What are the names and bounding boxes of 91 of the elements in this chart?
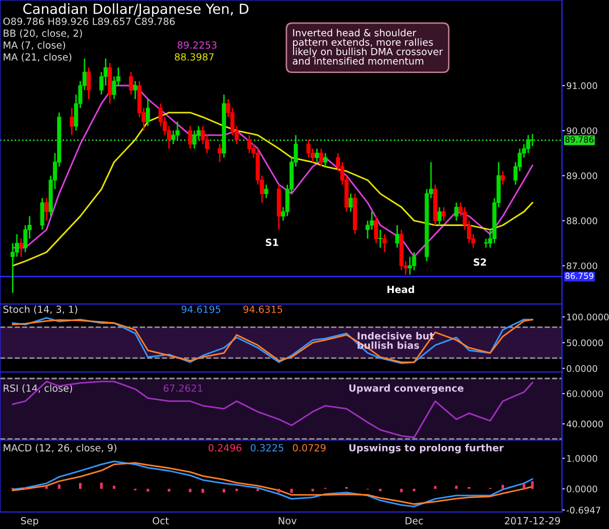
candlestick — [264, 184, 268, 199]
annotation: S1 — [266, 238, 278, 246]
candlestick — [133, 80, 138, 100]
candlestick — [314, 148, 319, 163]
annotation: MACD (12, 26, close, 9) — [4, 444, 116, 453]
candlestick — [437, 206, 442, 226]
candlestick — [408, 256, 412, 276]
candlestick — [19, 238, 24, 258]
bar — [531, 481, 534, 489]
bar — [58, 484, 60, 489]
annotation: Inverted head & shoulder pattern extends, more rallies likely on bullish DMA crossover and intensified momentum — [292, 28, 443, 65]
annotation: 0.3225 — [250, 444, 284, 452]
annotation: 94.6195 — [182, 306, 220, 313]
bar — [379, 488, 382, 492]
y-tick-label: 0.0000 — [566, 486, 598, 492]
annotation: Head — [387, 286, 414, 294]
y-tick-label: 0.0000 — [566, 365, 598, 372]
annotation: S2 — [474, 258, 486, 266]
bar — [412, 488, 416, 492]
candlestick — [530, 133, 534, 147]
bar — [278, 488, 280, 492]
candlestick — [128, 71, 134, 96]
candlestick — [44, 197, 49, 222]
y-tick-label: -0.6947 — [566, 506, 600, 514]
chart-title: Canadian Dollar/Japanese Yen, D — [23, 3, 248, 17]
candlestick — [86, 66, 91, 100]
bar — [100, 482, 103, 489]
y-tick-label: 60.0000 — [566, 390, 603, 398]
candlestick — [412, 252, 416, 271]
x-tick-label: Sep — [21, 517, 38, 526]
y-tick-label: 50.0000 — [566, 339, 603, 346]
x-tick-label: Nov — [278, 517, 297, 524]
bar — [45, 486, 48, 489]
annotation: Upswings to prolong further — [349, 444, 504, 454]
candlestick — [175, 120, 180, 140]
candlestick — [40, 197, 44, 230]
candlestick — [70, 107, 74, 136]
candlestick — [378, 228, 382, 248]
bar — [434, 486, 436, 489]
candlestick — [146, 98, 150, 127]
candlestick — [526, 134, 530, 154]
bar — [502, 484, 504, 489]
candlestick — [374, 215, 378, 244]
annotation: Stoch (14, 3, 1) — [3, 305, 78, 314]
candlestick — [192, 130, 196, 150]
annotation: 94.6315 — [243, 306, 282, 313]
annotation: RSI (14, close) — [4, 384, 72, 393]
ref-line-label: 89.786 — [565, 136, 594, 143]
annotation: 88.3987 — [174, 53, 214, 61]
y-tick-label: 88.000 — [566, 217, 598, 224]
bar — [79, 483, 82, 489]
y-tick-label: 87.000 — [566, 262, 598, 270]
annotation: O89.786 H89.926 L89.657 C89.786 — [3, 18, 175, 26]
candlestick — [218, 143, 222, 163]
bar — [311, 488, 314, 492]
candlestick — [247, 134, 252, 154]
candlestick — [319, 148, 324, 168]
y-tick-label: 90.000 — [566, 127, 598, 134]
x-tick-label: Dec — [406, 517, 423, 524]
annotation: 67.2621 — [164, 384, 202, 392]
annotation: 0.0729 — [292, 444, 326, 452]
annotation: MA (21, close) — [4, 53, 72, 62]
bar — [202, 488, 204, 493]
bar — [455, 486, 458, 489]
y-tick-label: 100.0000 — [567, 314, 609, 320]
bar — [290, 488, 293, 493]
candlestick — [484, 238, 488, 248]
y-tick-label: 40.0000 — [566, 420, 603, 428]
annotation: 89.2253 — [178, 41, 216, 49]
candlestick — [323, 152, 328, 168]
candlestick — [500, 170, 505, 186]
annotation: Upward convergence — [349, 384, 464, 394]
y-tick-label: 1.0000 — [567, 455, 598, 462]
candlestick — [306, 138, 311, 158]
y-tick-label: 89.000 — [566, 172, 598, 180]
annotation: BB (20, close, 2) — [4, 29, 82, 38]
candlestick — [188, 125, 192, 150]
y-tick-label: 91.000 — [566, 82, 598, 90]
candlestick — [442, 206, 446, 222]
candlestick — [454, 202, 458, 222]
annotation: 0.2496 — [208, 444, 242, 452]
x-tick-label: Oct — [152, 517, 169, 524]
bar — [112, 486, 116, 489]
annotation: MA (7, close) — [4, 41, 66, 50]
candlestick — [348, 192, 353, 212]
candlestick — [382, 234, 387, 253]
bar — [222, 488, 226, 492]
x-tick-label: 2017-12-29 — [504, 517, 560, 524]
ref-line-label: 86.759 — [565, 272, 594, 279]
bar — [522, 483, 526, 489]
candlestick — [395, 224, 400, 248]
